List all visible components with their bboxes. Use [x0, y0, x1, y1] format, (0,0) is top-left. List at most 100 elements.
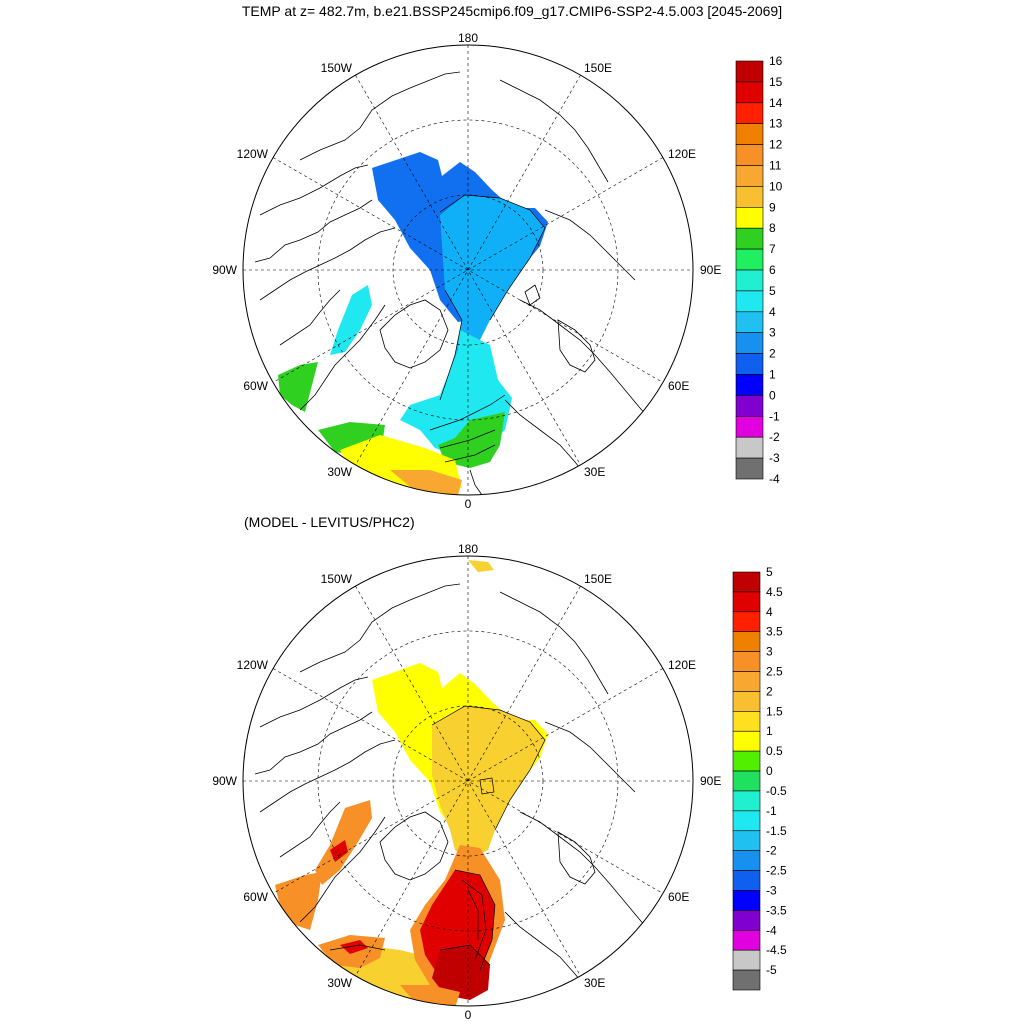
colorbar-bottom-tick-label: -3.5: [766, 903, 787, 917]
colorbar-top-swatch: [735, 374, 764, 396]
colorbar-bottom-tick-label: 0.5: [766, 744, 783, 758]
bottom-lon-90e: 90E: [700, 774, 721, 788]
colorbar-top-tick-label: -1: [769, 409, 780, 423]
colorbar-top-swatch: [735, 269, 764, 292]
top-graticule: [243, 45, 693, 495]
colorbar-bottom: 5 4.5 4 3.5 3 2.5 2 1.5 1 0.5 0 -0.5 -1 -1.5 -2 -2.5 -3 -…: [732, 565, 787, 991]
colorbar-top-tick-label: -4: [769, 472, 780, 486]
top-lon-0: 0: [465, 497, 472, 511]
top-lon-30e: 30E: [584, 465, 605, 479]
bottom-lon-90w: 90W: [212, 774, 237, 788]
region-cyan-labrador: [330, 285, 372, 355]
colorbar-bottom-swatch: [732, 750, 761, 772]
colorbar-bottom-swatch: [732, 850, 761, 871]
colorbar-top-tick-label: 10: [769, 179, 783, 193]
colorbar-top-tick-label: 12: [769, 138, 783, 152]
colorbar-bottom-swatch: [732, 890, 761, 911]
colorbar-top-tick-label: 11: [769, 159, 782, 173]
colorbar-top-tick-label: 15: [769, 75, 783, 89]
colorbar-top-tick-label: 1: [769, 368, 776, 382]
colorbar-bottom-tick-label: 4.5: [766, 585, 783, 599]
colorbar-top-swatch: [735, 436, 764, 459]
colorbar-bottom-swatch: [732, 591, 761, 613]
bottom-lon-30e: 30E: [584, 976, 605, 990]
bottom-graticule: [243, 556, 693, 1006]
colorbar-top-swatch: [735, 227, 764, 250]
colorbar-top-tick-label: 5: [769, 284, 776, 298]
colorbar-top-tick-label: 13: [769, 117, 783, 131]
bottom-map: 180 0 90W 90E 150W 120W 150E 120E 60W 30…: [212, 542, 721, 1022]
colorbar-top-swatch: [735, 395, 764, 417]
colorbar-top-swatch: [735, 332, 764, 354]
bottom-map-boundary: [242, 555, 694, 1007]
colorbar-bottom-swatch: [732, 671, 761, 692]
colorbar-bottom-swatch: [732, 910, 761, 931]
colorbar-bottom-swatch: [732, 870, 761, 891]
colorbar-bottom-tick-label: 3.5: [766, 625, 783, 639]
colorbar-bottom-tick-label: -1: [766, 804, 777, 818]
colorbar-bottom-tick-label: 2: [766, 684, 773, 698]
colorbar-bottom-tick-label: 4: [766, 605, 773, 619]
bottom-coastlines: [254, 583, 656, 991]
colorbar-bottom-tick-label: -5: [766, 963, 777, 977]
colorbar-bottom-tick-label: 1.5: [766, 704, 783, 718]
colorbar-top-swatch: [735, 457, 764, 480]
top-lon-90e: 90E: [700, 263, 721, 277]
colorbar-top-swatch: [735, 290, 764, 313]
colorbar-bottom-swatch: [732, 770, 761, 792]
colorbar-top-tick-label: -3: [769, 451, 780, 465]
bottom-map-fields: [243, 556, 693, 1006]
colorbar-bottom-tick-label: -4: [766, 923, 777, 937]
colorbar-top-swatch: [735, 415, 764, 438]
colorbar-top-tick-label: 14: [769, 96, 783, 110]
region-gold-arctic: [432, 706, 545, 860]
bottom-lon-150e: 150E: [584, 572, 612, 586]
top-lon-120e: 120E: [668, 147, 696, 161]
colorbar-top-tick-label: 9: [769, 200, 776, 214]
plot-title: TEMP at z= 482.7m, b.e21.BSSP245cmip6.f0…: [241, 3, 783, 19]
region-red-labrador: [330, 840, 348, 862]
region-green-norway: [438, 412, 505, 468]
colorbar-top-tick-label: 16: [769, 54, 783, 68]
top-lon-60w: 60W: [243, 379, 268, 393]
colorbar-top-swatch: [735, 144, 764, 166]
region-orange-atlantic: [390, 470, 462, 495]
bottom-contours: [329, 705, 546, 971]
bottom-lon-30w: 30W: [327, 976, 352, 990]
colorbar-top-swatch: [735, 248, 764, 271]
colorbar-bottom-swatch: [732, 631, 761, 652]
bottom-lon-150w: 150W: [321, 572, 353, 586]
bottom-lon-120e: 120E: [668, 658, 696, 672]
colorbar-top-tick-label: 2: [769, 347, 776, 361]
top-lon-30w: 30W: [327, 465, 352, 479]
top-lon-90w: 90W: [212, 263, 237, 277]
top-lon-60e: 60E: [668, 379, 689, 393]
bottom-lon-180: 180: [458, 542, 478, 556]
bottom-lon-0: 0: [465, 1008, 472, 1022]
top-lon-150e: 150E: [584, 61, 612, 75]
colorbar-bottom-tick-label: -4.5: [766, 943, 787, 957]
top-lon-180: 180: [458, 31, 478, 45]
colorbar-bottom-swatch: [732, 810, 761, 832]
colorbar-top-swatch: [735, 311, 764, 333]
colorbar-bottom-tick-label: -2: [766, 844, 777, 858]
colorbar-top-swatch: [735, 81, 764, 104]
bottom-lon-60w: 60W: [243, 890, 268, 904]
colorbar-top-tick-label: -2: [769, 430, 780, 444]
colorbar-bottom-tick-label: -0.5: [766, 784, 787, 798]
colorbar-top-tick-label: 7: [769, 242, 776, 256]
colorbar-bottom-swatch: [732, 651, 761, 672]
colorbar-bottom-tick-label: 2.5: [766, 665, 783, 679]
colorbar-top-tick-label: 4: [769, 305, 776, 319]
colorbar-bottom-swatch: [732, 571, 761, 593]
top-map-fields: [243, 45, 693, 495]
colorbar-bottom-tick-label: 5: [766, 565, 773, 579]
colorbar-bottom-tick-label: 3: [766, 645, 773, 659]
region-orange-west: [275, 872, 322, 930]
colorbar-bottom-swatch: [732, 691, 761, 712]
colorbar-bottom-swatch: [732, 730, 761, 752]
colorbar-top-tick-label: 8: [769, 221, 776, 235]
region-green-labrador: [278, 362, 318, 412]
colorbar-top-swatch: [735, 353, 764, 375]
colorbar-bottom-swatch: [732, 929, 761, 951]
